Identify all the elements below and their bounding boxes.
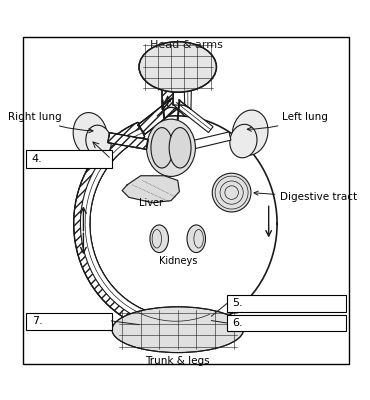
Ellipse shape <box>187 225 205 252</box>
Text: 5.: 5. <box>232 298 243 308</box>
Text: Liver: Liver <box>139 198 163 208</box>
Polygon shape <box>108 133 148 150</box>
Ellipse shape <box>150 225 168 252</box>
Ellipse shape <box>230 124 257 158</box>
Text: 4.: 4. <box>32 154 43 164</box>
Text: Left lung: Left lung <box>247 112 328 131</box>
Text: Kidneys: Kidneys <box>159 256 197 266</box>
Polygon shape <box>122 176 179 203</box>
Ellipse shape <box>169 128 191 168</box>
Ellipse shape <box>147 119 195 176</box>
Text: 6.: 6. <box>232 318 243 328</box>
Ellipse shape <box>86 125 111 157</box>
Bar <box>226 295 346 312</box>
Text: Head & arms: Head & arms <box>150 40 223 50</box>
Bar <box>26 150 112 168</box>
Polygon shape <box>174 74 213 132</box>
Text: 7.: 7. <box>32 316 43 326</box>
Polygon shape <box>74 122 145 325</box>
Ellipse shape <box>73 112 107 156</box>
Ellipse shape <box>151 128 173 168</box>
Bar <box>226 314 346 331</box>
Text: Trunk & legs: Trunk & legs <box>145 356 210 366</box>
Ellipse shape <box>139 42 216 92</box>
Bar <box>26 313 112 330</box>
Polygon shape <box>80 128 211 326</box>
Polygon shape <box>194 132 231 148</box>
Ellipse shape <box>112 307 243 352</box>
Text: Digestive tract: Digestive tract <box>254 191 357 202</box>
Text: Right lung: Right lung <box>8 112 93 133</box>
Ellipse shape <box>232 110 268 155</box>
Ellipse shape <box>212 173 251 212</box>
Polygon shape <box>138 72 180 134</box>
